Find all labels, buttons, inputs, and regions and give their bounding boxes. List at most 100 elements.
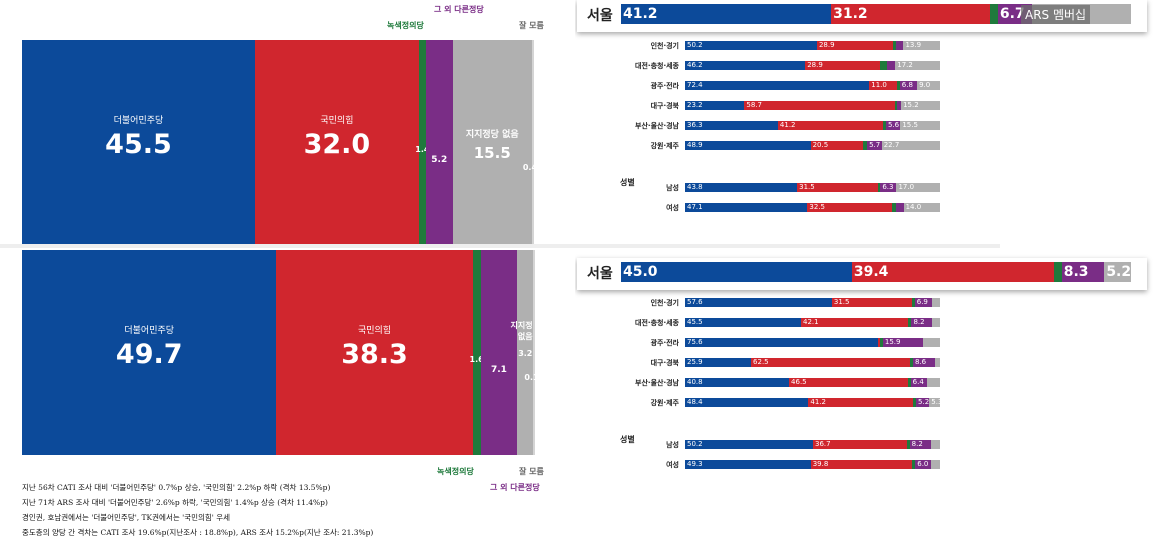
party-value-democratic: 49.7 — [115, 338, 183, 370]
region-4-val-ppp: 46.5 — [791, 378, 807, 386]
seoul-bar: 45.0 39.4 8.3 5.2 — [621, 262, 1131, 282]
sex-1-bar: 49.3 39.8 6.0 — [685, 460, 940, 469]
sex-1-seg-democratic — [685, 203, 808, 212]
party-name-democratic: 더불어민주당 — [113, 115, 164, 126]
region-0-seg-green — [912, 298, 915, 307]
sex-0-val-other: 6.3 — [882, 183, 894, 191]
sex-0-val-democratic: 50.2 — [687, 440, 703, 448]
region-0-val-other: 6.9 — [916, 298, 928, 306]
seoul-label: 서울 — [587, 266, 613, 282]
region-2-seg-democratic — [685, 338, 878, 347]
region-1-seg-green — [908, 318, 912, 327]
region-1-seg-ppp — [805, 61, 881, 70]
party-value-none: 15.5 — [473, 143, 511, 162]
party-name-ppp: 국민의힘 — [320, 115, 354, 126]
region-0-val-none: 13.9 — [905, 41, 922, 49]
seoul-seg-green — [990, 4, 998, 24]
region-2-seg-none — [917, 81, 940, 90]
region-4-val-ppp: 41.2 — [779, 121, 796, 129]
sex-0-seg-none — [930, 440, 940, 449]
sex-1-seg-none — [903, 203, 940, 212]
sex-0-seg-other — [880, 183, 897, 192]
region-5-seg-other — [867, 141, 882, 150]
region-3-bar: 23.2 58.7 15.2 — [685, 101, 940, 110]
region-4-val-democratic: 36.3 — [687, 121, 703, 129]
region-5-seg-other — [916, 398, 930, 407]
region-1-seg-democratic — [685, 318, 802, 327]
region-3-seg-democratic — [685, 101, 745, 110]
sex-1-seg-green — [891, 203, 896, 212]
region-5-seg-green — [863, 141, 868, 150]
region-2-seg-green — [897, 81, 900, 90]
seoul-seg-democratic — [621, 262, 852, 282]
seoul-box: 서울 41.2 31.2 6.7 ARS 멤버십 — [577, 0, 1147, 32]
sex-1-bar: 47.1 32.5 14.0 — [685, 203, 940, 212]
party-name-none: 지지정당 없음 — [465, 129, 519, 140]
sex-1-val-ppp: 32.5 — [809, 203, 826, 211]
region-4-seg-none — [900, 121, 940, 130]
sex-0-seg-ppp — [797, 183, 878, 192]
bar-segment-none — [452, 40, 532, 245]
region-label: 대구·경북 — [650, 359, 679, 367]
region-3-seg-ppp — [744, 101, 895, 110]
region-2-val-democratic: 75.6 — [687, 338, 703, 346]
bar-segment-democratic — [22, 40, 255, 245]
region-5-val-none: 22.7 — [883, 141, 900, 149]
sex-label: 여성 — [666, 461, 679, 469]
sex-0-seg-democratic — [685, 440, 813, 449]
region-1-val-none: 17.2 — [897, 61, 913, 69]
region-label: 대전·충청·세종 — [635, 62, 679, 70]
region-5-val-ppp: 41.2 — [810, 398, 826, 406]
seoul-val-democratic: 41.2 — [623, 6, 658, 22]
bar-segment-other — [480, 250, 518, 455]
party-value-ppp: 32.0 — [303, 128, 371, 160]
region-3-bar: 25.9 62.5 8.6 — [685, 358, 940, 367]
seoul-seg-other — [1061, 262, 1105, 282]
region-5-bar: 48.9 20.5 5.7 22.7 — [685, 141, 940, 150]
seoul-seg-ppp — [831, 4, 991, 24]
sex-0-bar: 50.2 36.7 8.2 — [685, 440, 940, 449]
regional-cati-panel: 서울 41.2 31.2 6.7 ARS 멤버십 인천·경기 50.2 28.9 13.9 대전·… — [575, 0, 1154, 240]
region-3-val-none: 15.2 — [903, 101, 919, 109]
region-1-bar: 46.2 28.9 17.2 — [685, 61, 940, 70]
sex-header: 성별 — [620, 178, 635, 187]
sex-label: 남성 — [666, 184, 679, 192]
party-value-other: 5.2 — [431, 154, 448, 165]
panel-divider — [0, 244, 1000, 248]
sex-0-seg-green — [877, 183, 881, 192]
region-5-val-none: 5.3 — [931, 398, 943, 406]
seoul-seg-democratic — [621, 4, 832, 24]
region-5-val-other: 5.7 — [869, 141, 881, 149]
party-name-democratic: 더불어민주당 — [124, 325, 175, 336]
region-0-seg-none — [903, 41, 940, 50]
region-3-seg-other — [912, 358, 935, 367]
region-3-val-democratic: 25.9 — [687, 358, 703, 366]
top-label-other: 그 외 다른정당 — [434, 5, 484, 14]
region-4-seg-ppp — [777, 121, 884, 130]
sex-1-val-democratic: 49.3 — [687, 460, 703, 468]
sex-1-val-ppp: 39.8 — [812, 460, 829, 468]
party-value-democratic: 45.5 — [105, 128, 172, 160]
region-1-val-other: 8.2 — [913, 318, 925, 326]
party-value-unknown: 0.4 — [522, 162, 538, 172]
regional-ars-panel: 서울 45.0 39.4 8.3 5.2 인천·경기 57.6 31.5 6.9 대전·충청·세종… — [575, 250, 1154, 490]
note-3: 경인권, 호남권에서는 '더불어민주당', TK권에서는 '국민의힘' 우세 — [22, 513, 231, 522]
region-5-val-ppp: 20.5 — [812, 141, 829, 149]
region-4-seg-none — [926, 378, 940, 387]
region-1-seg-other — [911, 318, 933, 327]
sex-1-seg-other — [895, 203, 904, 212]
sex-0-val-democratic: 43.8 — [687, 183, 703, 191]
sex-1-seg-none — [930, 460, 940, 469]
region-1-val-democratic: 46.2 — [687, 61, 703, 69]
region-0-val-democratic: 50.2 — [687, 41, 703, 49]
region-0-val-ppp: 31.5 — [833, 298, 850, 306]
bar-segment-unknown — [533, 250, 535, 455]
region-2-seg-other — [882, 338, 924, 347]
region-3-val-ppp: 62.5 — [753, 358, 769, 366]
sex-0-val-ppp: 31.5 — [799, 183, 815, 191]
region-2-seg-other — [899, 81, 918, 90]
region-2-val-ppp: 11.0 — [871, 81, 887, 89]
region-4-seg-other — [885, 121, 901, 130]
region-4-val-other: 5.6 — [887, 121, 900, 129]
sex-0-seg-none — [896, 183, 940, 192]
